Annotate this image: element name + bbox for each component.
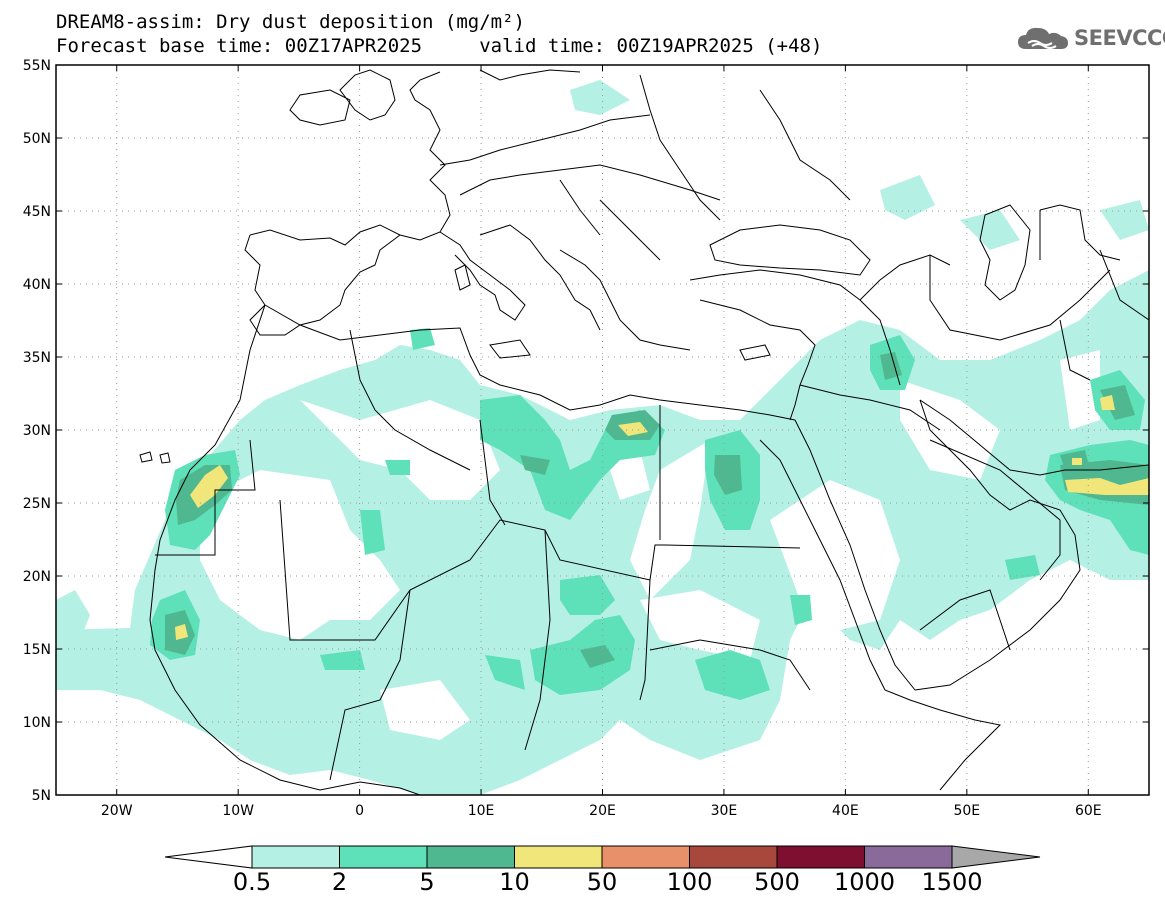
colorbar-label: 1500 — [921, 868, 983, 896]
colorbar-segment — [251, 845, 340, 869]
map-title: DREAM8-assim: Dry dust deposition (mg/m²… — [56, 11, 525, 33]
lon-tick-label: 50E — [953, 803, 980, 819]
colorbar-label: 50 — [586, 868, 618, 896]
colorbar-segment — [339, 845, 428, 869]
lon-tick-label: 40E — [832, 803, 859, 819]
colorbar-label: 500 — [754, 868, 800, 896]
colorbar-label: 1000 — [833, 868, 896, 896]
lat-tick-label: 55N — [23, 58, 51, 74]
latitude-axis: 55N 50N 45N 40N 35N 30N 25N 20N 15N 10N 5N — [23, 58, 1149, 804]
lat-tick-label: 15N — [23, 642, 51, 658]
colorbar — [164, 845, 1041, 869]
lat-tick-label: 45N — [23, 204, 51, 220]
longitude-axis: 20W 10W 0 10E 20E 30E 40E 50E 60E — [101, 65, 1102, 819]
lat-tick-label: 50N — [23, 131, 51, 147]
colorbar-label: 10 — [499, 868, 530, 896]
lon-tick-label: 0 — [355, 803, 364, 819]
lon-tick-label: 20E — [589, 803, 616, 819]
lat-tick-label: 25N — [23, 496, 51, 512]
colorbar-segment — [426, 845, 515, 869]
lon-tick-label: 30E — [711, 803, 738, 819]
colorbar-segment — [689, 845, 778, 869]
colorbar-label: 100 — [666, 868, 713, 896]
lon-tick-label: 10E — [468, 803, 495, 819]
lat-tick-label: 30N — [23, 423, 51, 439]
logo-text: SEEVCCC — [1074, 26, 1165, 50]
lat-tick-label: 35N — [23, 350, 51, 366]
colorbar-overflow — [951, 845, 1041, 869]
cloud-icon — [1018, 27, 1068, 49]
colorbar-label: 2 — [331, 868, 348, 896]
dust-contour-level-4 — [175, 395, 1149, 640]
map-subtitle-times: Forecast base time: 00Z17APR2025 valid t… — [56, 35, 823, 57]
lon-tick-label: 20W — [101, 803, 133, 819]
colorbar-label: 5 — [419, 868, 435, 896]
lat-tick-label: 5N — [32, 788, 51, 804]
lat-tick-label: 10N — [23, 715, 51, 731]
lat-tick-label: 40N — [23, 277, 51, 293]
lon-tick-label: 10W — [222, 803, 254, 819]
colorbar-segment — [601, 845, 690, 869]
lat-tick-label: 20N — [23, 569, 51, 585]
dust-free-areas — [200, 350, 1100, 740]
colorbar-segment — [864, 845, 953, 869]
seevccc-logo: SEEVCCC — [1016, 22, 1165, 54]
colorbar-segment — [776, 845, 865, 869]
colorbar-segment — [514, 845, 603, 869]
colorbar-label: 0.5 — [232, 868, 272, 896]
lon-tick-label: 60E — [1075, 803, 1102, 819]
colorbar-underflow — [164, 845, 253, 869]
coastlines-and-borders — [139, 69, 1149, 795]
